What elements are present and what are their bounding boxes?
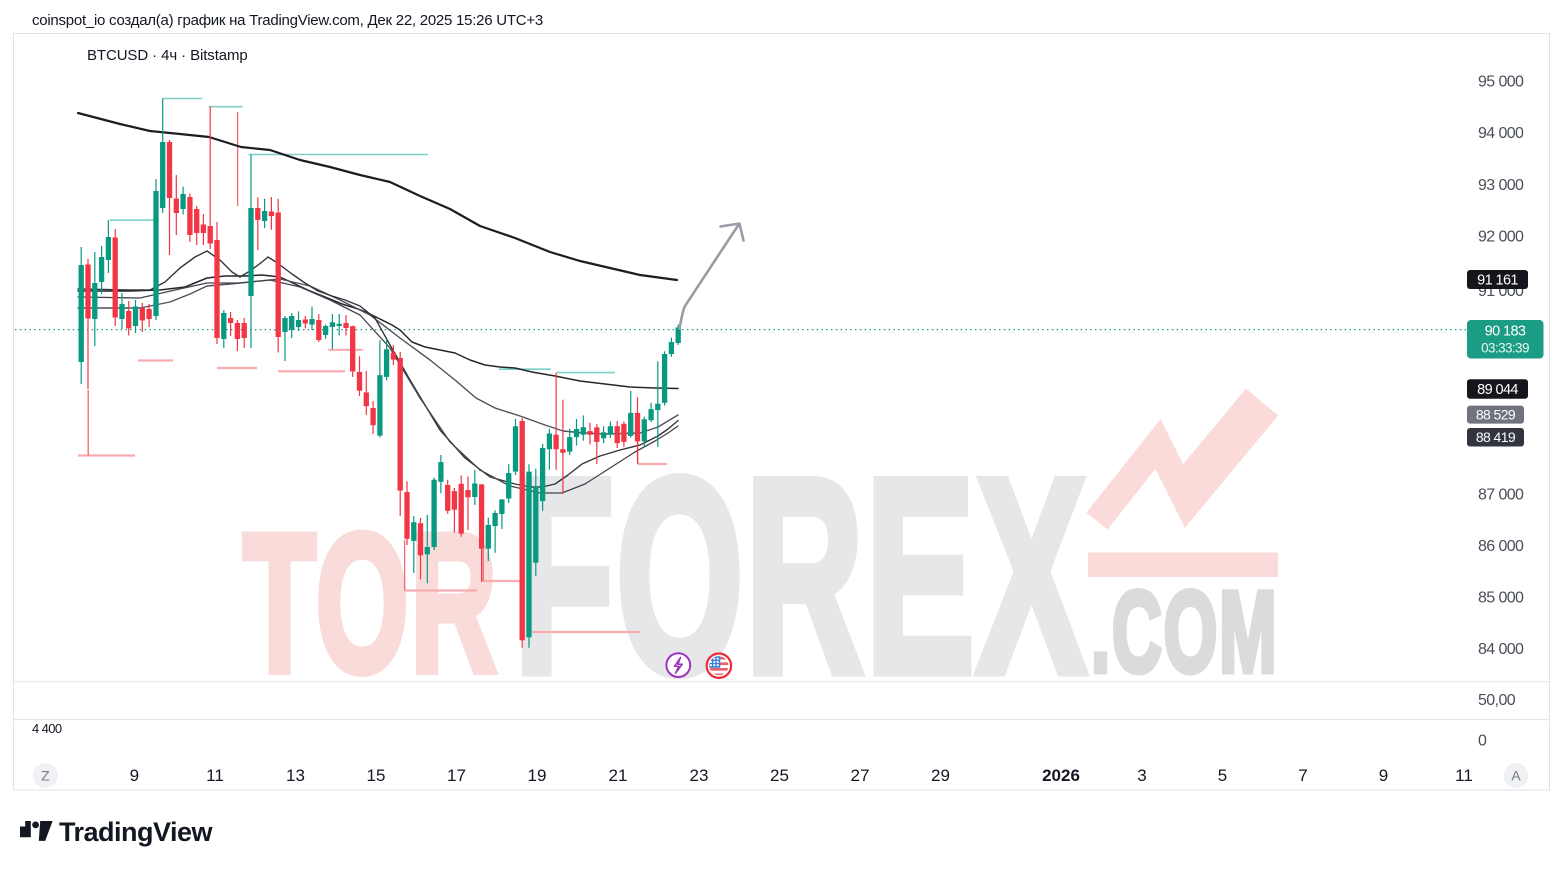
svg-text:19: 19: [528, 766, 547, 785]
svg-text:25: 25: [770, 766, 789, 785]
svg-text:92 000: 92 000: [1478, 228, 1524, 245]
svg-text:95 000: 95 000: [1478, 74, 1524, 91]
svg-text:Z: Z: [41, 768, 50, 784]
svg-text:94 000: 94 000: [1478, 125, 1524, 142]
svg-text:3: 3: [1137, 766, 1146, 785]
svg-text:87 000: 87 000: [1478, 486, 1524, 503]
svg-text:93 000: 93 000: [1478, 177, 1524, 194]
svg-text:15: 15: [367, 766, 386, 785]
svg-text:17: 17: [447, 766, 466, 785]
svg-text:89 044: 89 044: [1477, 382, 1518, 398]
svg-text:88 419: 88 419: [1476, 429, 1516, 445]
svg-text:21: 21: [609, 766, 628, 785]
svg-text:88 529: 88 529: [1476, 406, 1516, 422]
svg-text:13: 13: [286, 766, 305, 785]
svg-text:FOREX: FOREX: [514, 422, 1088, 731]
svg-text:TradingView: TradingView: [59, 817, 214, 847]
svg-text:27: 27: [851, 766, 870, 785]
svg-text:91 161: 91 161: [1477, 272, 1518, 288]
svg-text:23: 23: [690, 766, 709, 785]
svg-text:11: 11: [206, 766, 224, 785]
svg-text:coinspot_io создал(а) график н: coinspot_io создал(а) график на TradingV…: [32, 12, 543, 29]
svg-text:0: 0: [1478, 733, 1487, 750]
svg-text:BTCUSD · 4ч · Bitstamp: BTCUSD · 4ч · Bitstamp: [87, 47, 248, 64]
svg-text:.COM: .COM: [1091, 568, 1278, 697]
svg-text:9: 9: [130, 766, 139, 785]
svg-text:03:33:39: 03:33:39: [1481, 341, 1529, 356]
svg-text:85 000: 85 000: [1478, 590, 1524, 607]
svg-text:90 183: 90 183: [1485, 324, 1526, 340]
svg-text:2026: 2026: [1042, 766, 1080, 785]
svg-text:84 000: 84 000: [1478, 641, 1524, 658]
svg-text:4 400: 4 400: [32, 721, 62, 736]
svg-text:86 000: 86 000: [1478, 538, 1524, 555]
svg-text:A: A: [1511, 768, 1521, 784]
svg-text:29: 29: [931, 766, 950, 785]
svg-text:11: 11: [1455, 766, 1473, 785]
svg-text:5: 5: [1218, 766, 1227, 785]
svg-text:7: 7: [1298, 766, 1307, 785]
svg-text:9: 9: [1379, 766, 1388, 785]
svg-text:50,00: 50,00: [1478, 692, 1516, 709]
